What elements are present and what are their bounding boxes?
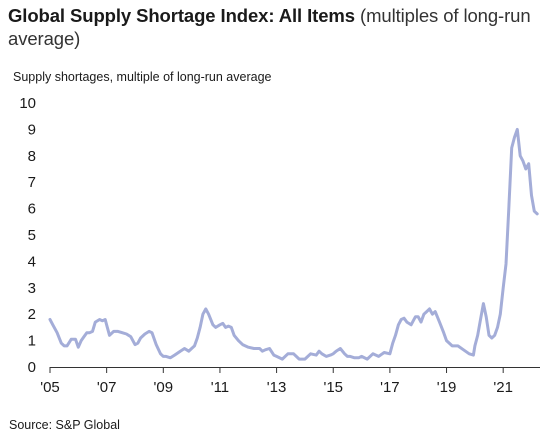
series-line [48,127,539,361]
y-tick-label: 4 [28,253,36,270]
y-tick-label: 7 [28,174,36,191]
y-tick-label: 9 [28,121,36,138]
y-tick-label: 5 [28,227,36,244]
y-tick-label: 3 [28,280,36,297]
x-tick-label: '05 [40,379,60,396]
chart-title-main: Global Supply Shortage Index: All Items [8,5,355,26]
y-tick-label: 0 [28,359,36,376]
y-axis-ticks: 0 1 2 3 4 5 6 7 8 9 10 [19,95,36,376]
y-tick-label: 6 [28,201,36,218]
chart-subtitle: (multiples of long-run average) [8,5,531,49]
x-tick-label: '17 [380,379,400,396]
y-tick-label: 2 [28,306,36,323]
y-axis-label: Supply shortages, multiple of long-run a… [13,70,272,84]
source-note: Source: S&P Global [9,418,120,432]
y-tick-label: 1 [28,333,36,350]
x-tick-label: '19 [437,379,457,396]
y-tick-label: 8 [28,148,36,165]
x-axis-ticks: '05 '07 '09 '11 '13 '15 '17 '19 '21 [40,367,513,396]
chart-title: Global Supply Shortage Index: All Items … [8,4,543,50]
x-tick-label: '09 [154,379,174,396]
x-tick-label: '15 [323,379,343,396]
x-tick-label: '21 [493,379,513,396]
y-tick-label: 10 [19,95,36,112]
x-tick-label: '13 [267,379,287,396]
x-tick-label: '07 [97,379,117,396]
series-group [48,127,539,361]
x-tick-label: '11 [211,379,229,396]
